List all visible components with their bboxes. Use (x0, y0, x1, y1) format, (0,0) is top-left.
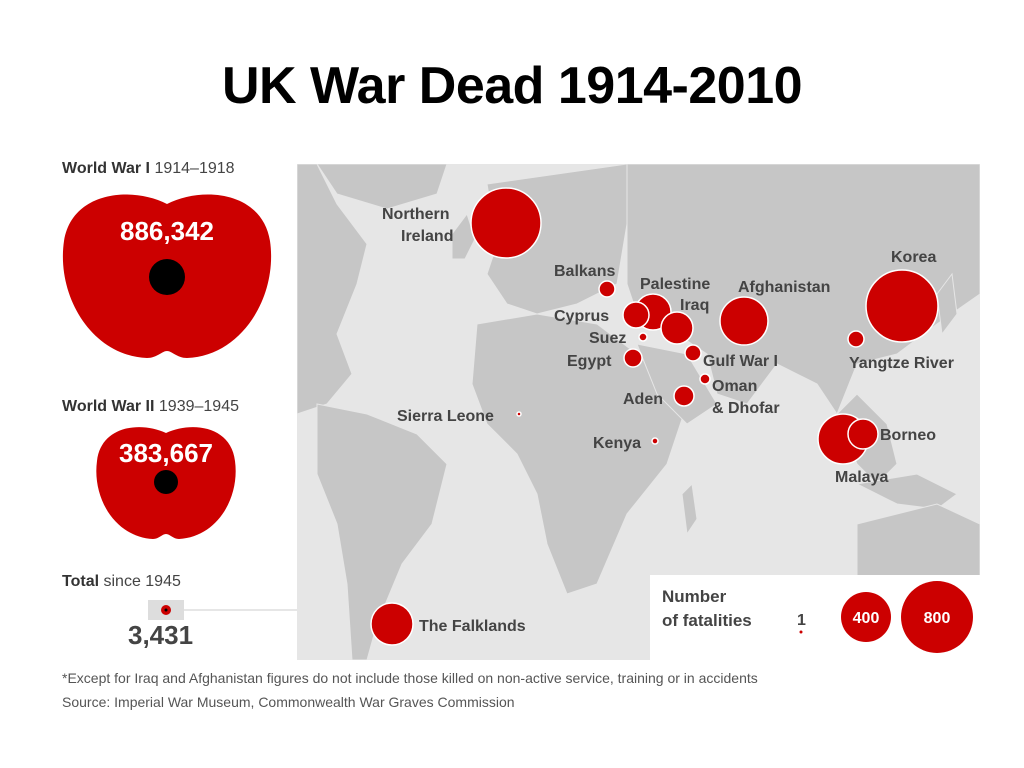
bubble-aden (673, 385, 695, 407)
land-greenland (316, 164, 448, 210)
label-gulf-war: Gulf War I (703, 353, 778, 370)
bubble-afghanistan (719, 296, 769, 346)
land-uk (451, 212, 476, 260)
total-label: Total since 1945 (62, 573, 181, 590)
total-poppy (148, 600, 300, 620)
land-africa (471, 313, 688, 595)
ww2-label: World War II 1939–1945 (62, 398, 239, 415)
label-kenya: Kenya (593, 435, 641, 452)
label-falklands: The Falklands (419, 618, 526, 635)
bubble-kenya (651, 437, 659, 445)
land-indonesia (855, 473, 958, 510)
world-map: Northern Ireland Balkans Palestine Iraq … (297, 164, 980, 660)
legend-400-label: 400 (853, 610, 880, 627)
label-cyprus: Cyprus (554, 308, 609, 325)
label-egypt: Egypt (567, 353, 612, 370)
legend-one-dot (799, 630, 803, 634)
source-note: Source: Imperial War Museum, Commonwealt… (62, 694, 515, 710)
label-afghanistan: Afghanistan (738, 279, 830, 296)
ww1-label: World War I 1914–1918 (62, 160, 235, 177)
bubble-balkans (598, 280, 616, 298)
bubble-cyprus (622, 301, 650, 329)
label-northern-ireland-1: Northern (382, 206, 450, 223)
label-suez: Suez (589, 330, 626, 347)
legend-400-bubble (841, 592, 891, 642)
bubble-northern-ireland (470, 187, 542, 259)
bubble-suez (638, 332, 648, 342)
bubble-egypt (623, 348, 643, 368)
legend-one-label: 1 (797, 612, 806, 629)
label-sierra-leone: Sierra Leone (397, 408, 494, 425)
label-balkans: Balkans (554, 263, 615, 280)
label-oman-1: Oman (712, 378, 757, 395)
bubble-oman (699, 373, 711, 385)
label-borneo: Borneo (880, 427, 936, 444)
bubble-falklands (370, 602, 414, 646)
bubble-sierra-leone (516, 411, 522, 417)
bubble-gulf-war (684, 344, 702, 362)
label-northern-ireland-2: Ireland (401, 228, 453, 245)
land-north-america (297, 164, 368, 415)
legend-title: Number of fatalities (662, 587, 752, 630)
label-palestine: Palestine (640, 276, 710, 293)
label-iraq: Iraq (680, 297, 709, 314)
land-japan (936, 272, 958, 336)
label-oman-2: & Dhofar (712, 400, 780, 417)
legend-800-label: 800 (924, 610, 951, 627)
label-korea: Korea (891, 249, 936, 266)
legend-800-bubble (901, 581, 973, 653)
bubble-borneo (847, 418, 879, 450)
bubble-yangtze (847, 330, 865, 348)
footnote: *Except for Iraq and Afghanistan figures… (62, 670, 758, 686)
legend-bubbles: 1 400 800 (797, 581, 973, 653)
ww2-poppy (96, 427, 236, 539)
bubble-iraq (660, 311, 694, 345)
land-madagascar (681, 482, 698, 536)
ww1-poppy (62, 194, 272, 358)
ww1-value: 886,342 (120, 216, 214, 246)
label-yangtze: Yangtze River (849, 355, 954, 372)
label-aden: Aden (623, 391, 663, 408)
page-title: UK War Dead 1914-2010 (221, 57, 803, 115)
total-value: 3,431 (128, 620, 194, 650)
land-arabia (636, 343, 718, 425)
ww2-value: 383,667 (119, 438, 213, 468)
label-malaya: Malaya (835, 469, 888, 486)
bubble-korea (865, 269, 939, 343)
